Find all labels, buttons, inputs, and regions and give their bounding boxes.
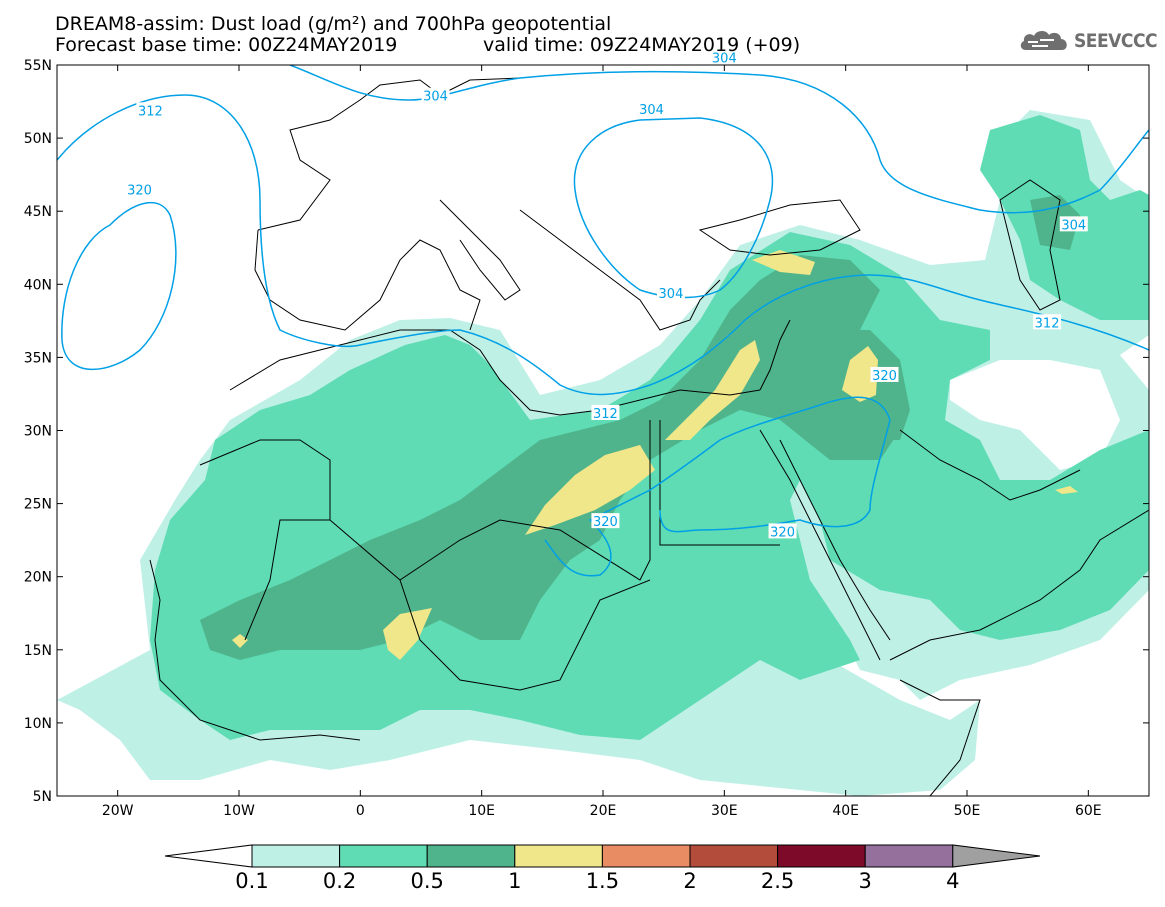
contour-label-bg	[768, 523, 797, 539]
contour-label-bg	[1033, 314, 1062, 330]
lat-label: 45N	[24, 204, 52, 220]
contour-label-bg	[421, 87, 450, 103]
colorbar-level-label: 1.5	[586, 869, 619, 893]
lon-label: 20W	[102, 803, 134, 819]
dust-load-1-niger	[383, 608, 432, 660]
dust-load-1-iraq	[842, 346, 878, 402]
cloud-icon	[1020, 30, 1067, 50]
contour-320-west	[61, 201, 177, 371]
colorbar-segment	[601, 844, 691, 868]
logo-text: SEEVCCC	[1074, 30, 1158, 52]
colorbar-segment	[426, 844, 516, 868]
colorbar-segment	[251, 844, 341, 868]
colorbar-segment	[339, 844, 428, 868]
lat-label: 25N	[24, 497, 52, 513]
contour-label-bg	[591, 404, 620, 420]
contour-label-bg	[591, 513, 620, 529]
contour-label-bg	[870, 366, 899, 382]
latitude-axis: 55N 50N 45N 40N 35N 30N 25N 20N 15N 10N 5N	[24, 58, 1149, 805]
contour-label: 304	[712, 52, 737, 67]
colorbar-level-label: 4	[946, 869, 959, 893]
lat-label: 20N	[24, 570, 52, 586]
lat-label: 40N	[24, 277, 52, 293]
lat-label: 50N	[24, 131, 52, 147]
colorbar-level-label: 0.5	[410, 869, 443, 893]
contour-label: 320	[593, 515, 618, 530]
contour-label-bg	[125, 181, 154, 197]
contour-label: 320	[127, 183, 152, 198]
contour-label-bg	[710, 49, 739, 65]
lat-label: 35N	[24, 350, 52, 366]
contour-label: 304	[1061, 218, 1086, 233]
lon-label: 40E	[832, 803, 859, 819]
contour-labels: 312 320 304 304 304 304 312 320 320 320 304 312	[125, 49, 1088, 540]
lat-label: 55N	[24, 58, 52, 74]
contour-label-bg	[656, 285, 685, 301]
dust-fields	[57, 65, 1149, 796]
lat-label: 30N	[24, 424, 52, 440]
contour-label-bg	[136, 102, 165, 118]
lon-label: 60E	[1075, 803, 1102, 819]
colorbar-level-label: 3	[859, 869, 872, 893]
clear-area-iran	[950, 360, 1120, 470]
contour-label-bg	[1059, 216, 1088, 232]
colorbar-over-triangle	[952, 844, 1041, 868]
contour-label-bg	[637, 100, 666, 116]
dust-load-1-mali	[232, 634, 248, 648]
lon-label: 20E	[590, 803, 617, 819]
colorbar-segment	[777, 844, 866, 868]
lon-label: 10E	[468, 803, 495, 819]
lat-label: 5N	[33, 789, 52, 805]
colorbar: 0.1 0.2 0.5 1 1.5 2 2.5 3 4	[164, 844, 1041, 893]
colorbar-segment	[864, 844, 954, 868]
colorbar-level-label: 1	[508, 869, 521, 893]
seevccc-logo: SEEVCCC	[1018, 28, 1158, 54]
contour-label: 312	[138, 104, 163, 119]
lon-label: 30E	[711, 803, 738, 819]
dust-load-1-egypt	[665, 340, 760, 440]
contour-label: 312	[593, 407, 618, 422]
colorbar-segment	[689, 844, 779, 868]
colorbar-under-triangle	[164, 844, 253, 868]
lon-label: 50E	[954, 803, 981, 819]
colorbar-segment	[514, 844, 603, 868]
contour-label: 320	[872, 369, 897, 384]
contour-304-balkan	[573, 117, 774, 299]
dust-load-1-oman	[1055, 486, 1078, 494]
contour-label: 304	[659, 287, 684, 302]
colorbar-level-label: 2.5	[761, 869, 794, 893]
contour-label: 320	[770, 525, 795, 540]
contour-label: 304	[423, 90, 448, 105]
contour-label: 304	[639, 103, 664, 118]
valid-time: valid time: 09Z24MAY2019 (+09)	[483, 34, 801, 56]
map-title: DREAM8-assim: Dust load (g/m²) and 700hP…	[55, 13, 612, 35]
lat-label: 15N	[24, 643, 52, 659]
lat-label: 10N	[24, 716, 52, 732]
dust-load-1-turkey	[752, 250, 815, 275]
colorbar-level-label: 2	[683, 869, 696, 893]
lon-label: 0	[356, 803, 365, 819]
longitude-axis: 20W 10W 0 10E 20E 30E 40E 50E 60E	[102, 65, 1102, 819]
dust-load-1-sahara	[525, 445, 655, 535]
lon-label: 10W	[223, 803, 255, 819]
forecast-base-time: Forecast base time: 00Z24MAY2019	[55, 34, 398, 56]
contour-label: 312	[1035, 316, 1060, 331]
colorbar-level-label: 0.2	[323, 869, 356, 893]
contour-312-west	[57, 94, 1149, 396]
colorbar-level-label: 0.1	[235, 869, 268, 893]
